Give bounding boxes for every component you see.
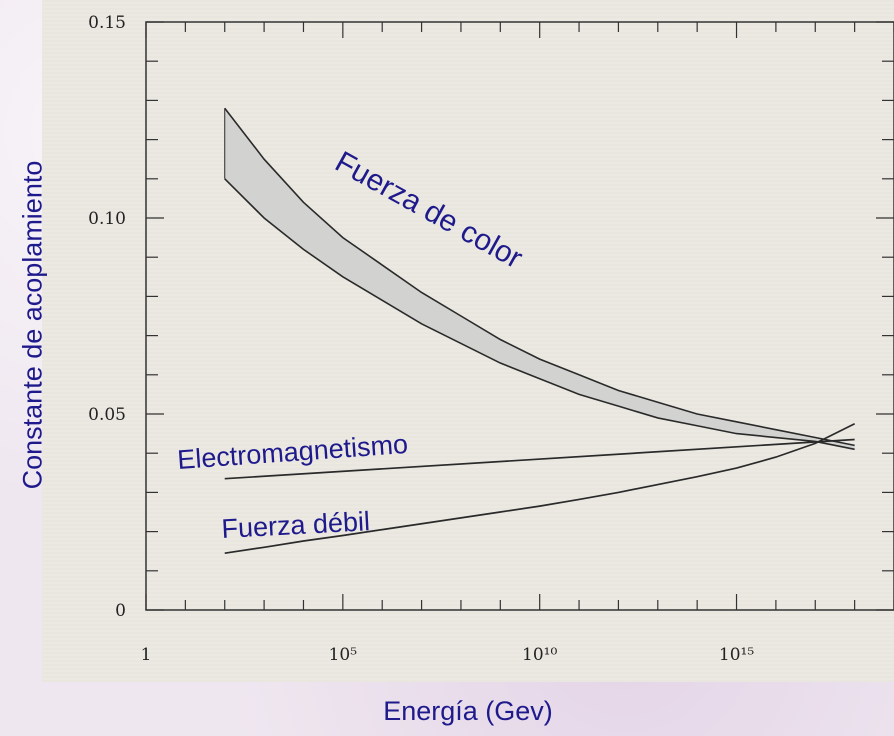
electromagnetism-line	[224, 438, 855, 480]
electromagnetism-annotation: Electromagnetismo	[176, 429, 409, 475]
plot-frame	[145, 21, 894, 611]
x-tick-label: 1	[141, 645, 152, 665]
color-force-lower-line	[224, 178, 855, 451]
x-tick-label: 10¹⁰	[522, 645, 557, 665]
color-force-band-fill	[224, 108, 855, 450]
weak-force-annotation: Fuerza débil	[221, 506, 371, 544]
y-axis-label: Constante de acoplamiento	[17, 160, 48, 490]
y-tick-label: 0.15	[88, 13, 126, 33]
color-force-upper-line	[224, 107, 855, 447]
y-tick-label: 0	[115, 601, 126, 621]
series-lines	[224, 107, 856, 555]
color-force-band	[224, 108, 855, 450]
tick-labels: 1 10⁵ 10¹⁰ 10¹⁵ 0 0.05 0.10 0.15	[88, 13, 754, 665]
x-axis-label: Energía (Gev)	[383, 696, 553, 726]
y-tick-label: 0.10	[88, 209, 126, 229]
y-tick-label: 0.05	[88, 405, 126, 425]
weak-force-line	[224, 423, 856, 555]
axis-ticks	[145, 21, 894, 611]
x-tick-label: 10¹⁵	[719, 645, 754, 665]
x-tick-label: 10⁵	[329, 645, 358, 665]
